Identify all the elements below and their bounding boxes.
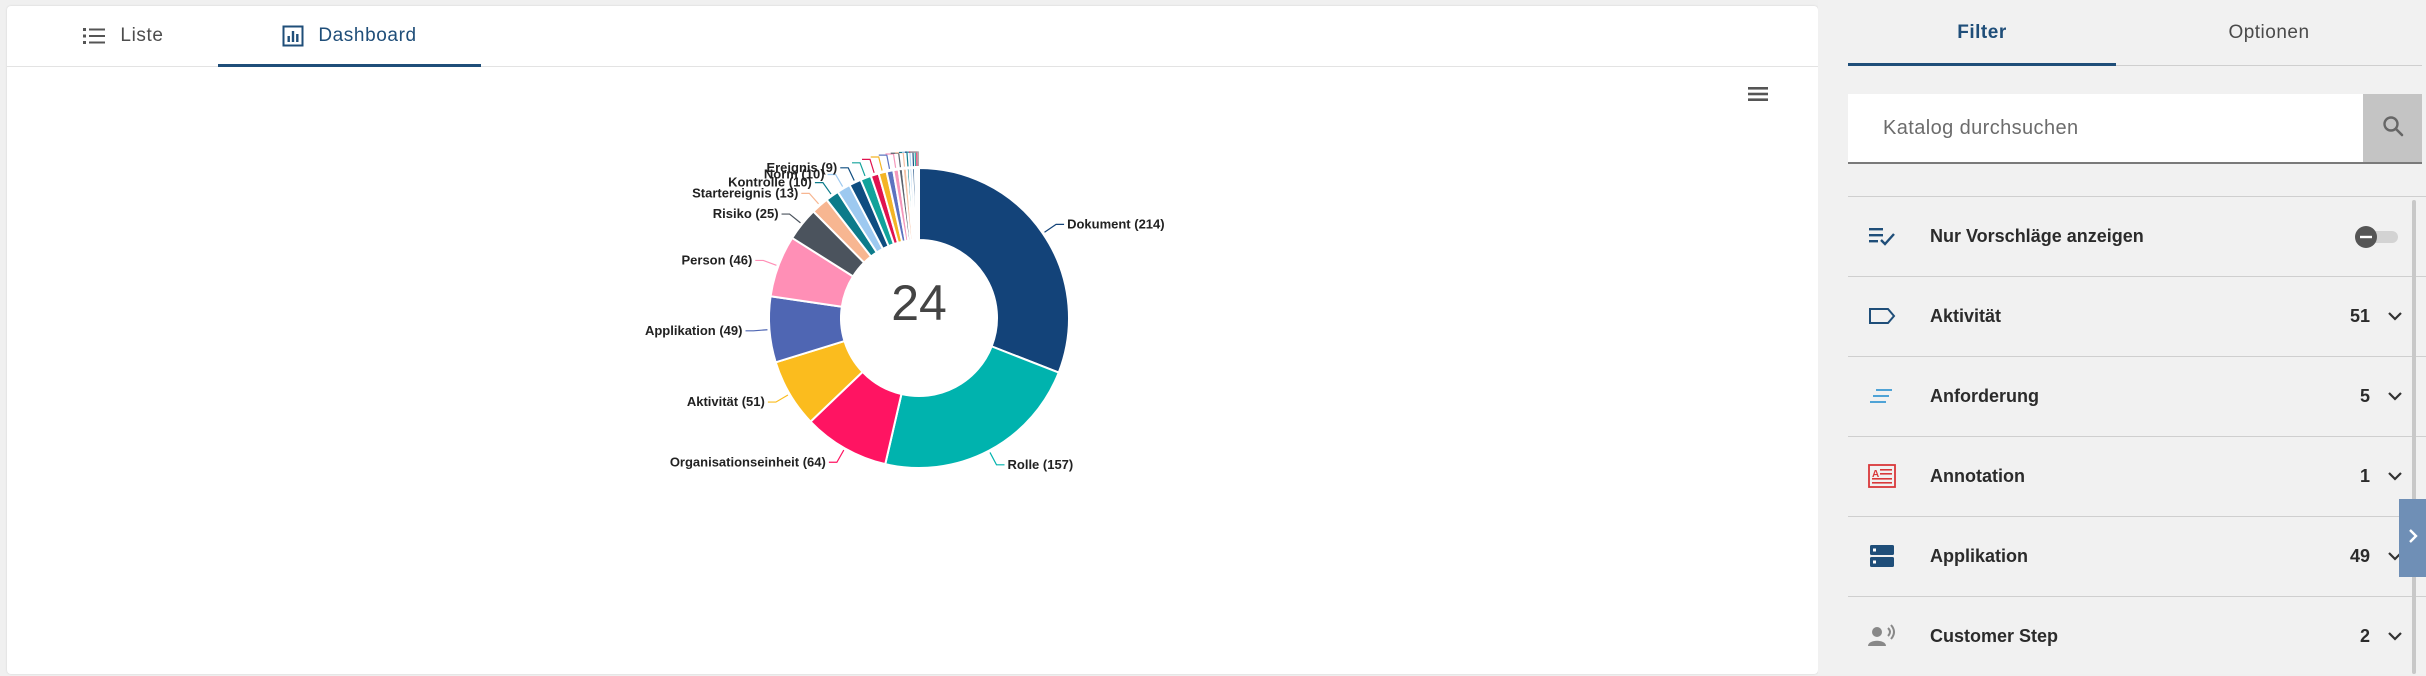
- chart-slice-label: Dokument (214): [1067, 216, 1165, 231]
- dashboard-chart-icon: [282, 25, 304, 47]
- activity-tag-icon: [1868, 304, 1896, 328]
- tab-optionen[interactable]: Optionen: [2116, 0, 2422, 65]
- chart-connector: [840, 167, 855, 181]
- chart-menu-button[interactable]: [1744, 82, 1772, 110]
- tab-filter[interactable]: Filter: [1848, 0, 2116, 66]
- chart-slice[interactable]: [884, 345, 1061, 469]
- chart-slice-label: Kontrolle (10): [728, 175, 812, 190]
- chevron-down-icon[interactable]: [2386, 627, 2404, 645]
- donut-chart: Dokument (214) Rolle (157) Organisationsei…: [645, 151, 1165, 472]
- chevron-down-icon[interactable]: [2386, 307, 2404, 325]
- chart-connector: [885, 153, 897, 168]
- filter-count-customer-step: 2: [2359, 626, 2370, 646]
- chart-connector: [801, 192, 820, 205]
- annotation-icon: A: [1868, 464, 1896, 488]
- svg-text:A: A: [1872, 469, 1879, 480]
- filter-list-scrollbar[interactable]: [2412, 200, 2416, 674]
- suggestions-toggle[interactable]: [2354, 225, 2402, 249]
- checklist-icon: [1868, 224, 1896, 248]
- filter-label-customer-step: Customer Step: [1930, 626, 2059, 646]
- main-panel: Liste Dashboard Dokument: [7, 6, 1818, 674]
- chart-connectors: [745, 151, 1065, 466]
- chart-connector: [870, 156, 883, 171]
- chart-connector: [1044, 223, 1065, 233]
- filter-label-applikation: Applikation: [1930, 546, 2028, 566]
- chart-slice-label: Person (46): [681, 252, 752, 267]
- chart-connector: [781, 213, 801, 224]
- filter-row-vorschlaege[interactable]: Nur Vorschläge anzeigen: [1848, 196, 2426, 276]
- chart-connector: [767, 394, 789, 403]
- filter-label-anforderung: Anforderung: [1930, 386, 2039, 406]
- filter-row-anforderung[interactable]: Anforderung 5: [1848, 356, 2426, 436]
- filter-count-aktivitaet: 51: [2349, 306, 2370, 326]
- search-button[interactable]: [2363, 94, 2422, 162]
- filter-row-aktivitaet[interactable]: Aktivität 51: [1848, 276, 2426, 356]
- chart-slice-label: Applikation (49): [645, 323, 743, 338]
- chevron-right-icon: [2406, 527, 2420, 550]
- chart-slice-label: Rolle (157): [1008, 457, 1074, 472]
- chart-connector: [989, 452, 1005, 466]
- chart-connector: [745, 329, 768, 332]
- chart-slice-label: Risiko (25): [713, 206, 779, 221]
- chart-slice[interactable]: [916, 166, 920, 242]
- sidebar-tabs: Filter Optionen: [1848, 0, 2422, 66]
- requirement-lines-icon: [1868, 384, 1896, 408]
- tab-optionen-label: Optionen: [2228, 21, 2310, 43]
- chart-slices: [768, 166, 1070, 469]
- filter-label-vorschlaege: Nur Vorschläge anzeigen: [1930, 226, 2144, 246]
- chart-connector: [827, 173, 844, 187]
- tab-dashboard-label: Dashboard: [318, 25, 417, 46]
- filter-count-anforderung: 5: [2359, 386, 2370, 406]
- filter-label-annotation: Annotation: [1930, 466, 2025, 486]
- chart-connector: [878, 154, 891, 170]
- application-server-icon: [1868, 544, 1896, 568]
- view-tabs: Liste Dashboard: [7, 6, 1818, 67]
- chart-connector: [852, 162, 866, 177]
- tab-liste[interactable]: Liste: [51, 6, 195, 66]
- filter-count-applikation: 49: [2349, 546, 2370, 566]
- filter-list: Nur Vorschläge anzeigen Aktivität 51: [1848, 196, 2426, 676]
- chart-labels: Dokument (214) Rolle (157) Organisationsei…: [645, 160, 1165, 472]
- tab-filter-label: Filter: [1957, 21, 2007, 43]
- chart-slice-label: Aktivität (51): [687, 394, 765, 409]
- chart-center-label: 24: [891, 275, 947, 331]
- chart-slice-label: Ereignis (9): [766, 160, 837, 175]
- chart-connector: [862, 158, 875, 173]
- filter-row-customer-step[interactable]: Customer Step 2: [1848, 596, 2426, 676]
- filter-count-annotation: 1: [2359, 466, 2370, 486]
- chart-connector: [910, 151, 919, 167]
- tab-liste-label: Liste: [120, 25, 164, 46]
- customer-voice-icon: [1868, 624, 1896, 648]
- hamburger-menu-icon: [1747, 85, 1769, 108]
- filter-row-applikation[interactable]: Applikation 49: [1848, 516, 2426, 596]
- chart-slice-label: Startereignis (13): [692, 185, 798, 200]
- chart-slice[interactable]: [918, 166, 1070, 374]
- chart-connector: [755, 259, 777, 266]
- chart-connector: [904, 151, 915, 167]
- filter-label-aktivitaet: Aktivität: [1930, 306, 2002, 326]
- filter-row-annotation[interactable]: A Annotation 1: [1848, 436, 2426, 516]
- chart-slice-label: Norm (10): [764, 166, 825, 181]
- chart-connector: [907, 151, 917, 167]
- chart-connector: [828, 449, 845, 463]
- filter-sidebar: Filter Optionen: [1818, 0, 2426, 674]
- search-input[interactable]: [1848, 94, 2358, 162]
- chart-connector: [814, 182, 832, 195]
- chevron-down-icon[interactable]: [2386, 387, 2404, 405]
- search-icon: [2381, 114, 2405, 143]
- list-icon: [82, 26, 106, 46]
- tab-dashboard[interactable]: Dashboard: [218, 6, 481, 67]
- catalog-search: [1848, 94, 2422, 164]
- chevron-down-icon[interactable]: [2386, 467, 2404, 485]
- collapse-panel-button[interactable]: [2399, 499, 2426, 577]
- chart-slice-label: Organisationseinheit (64): [670, 454, 826, 469]
